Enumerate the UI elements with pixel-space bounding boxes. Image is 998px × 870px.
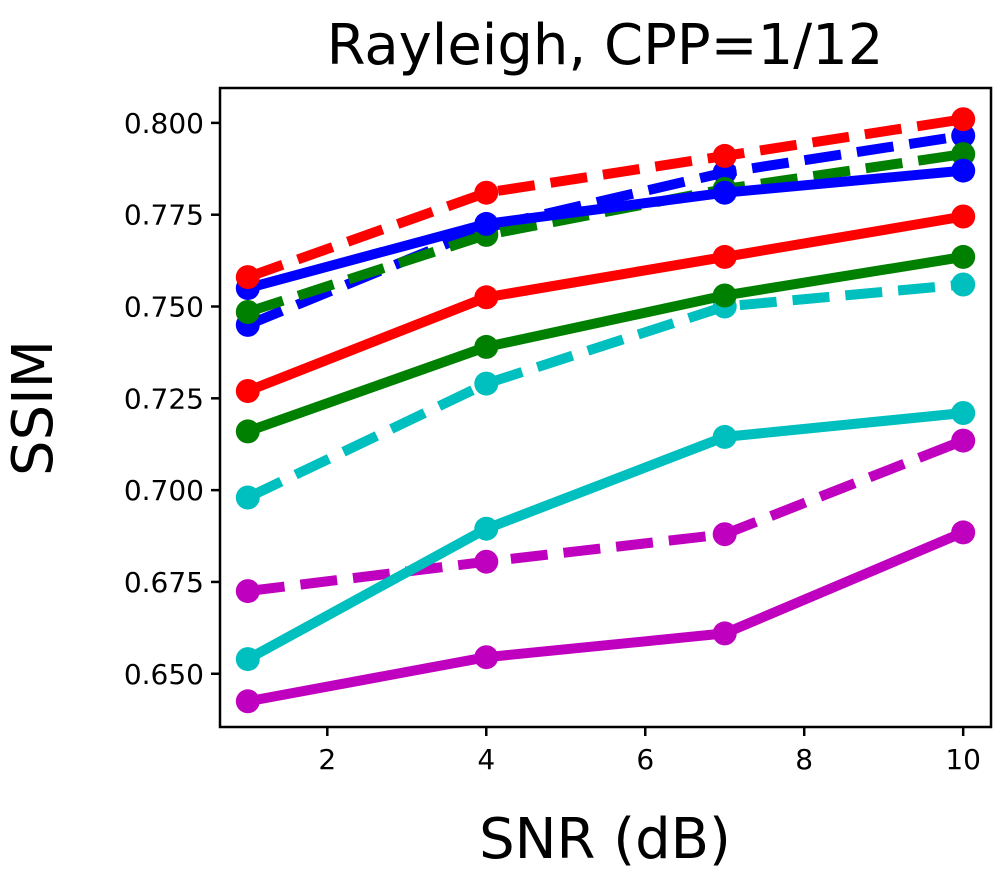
y-tick-label: 0.750 <box>124 291 204 324</box>
series-green-solid <box>235 244 976 444</box>
series-line-red-dashed <box>246 114 964 282</box>
series-magenta-dashed <box>235 428 976 604</box>
data-point-magenta-dashed-0 <box>235 579 260 604</box>
data-point-red-dashed-0 <box>235 265 260 290</box>
data-point-magenta-solid-1 <box>474 645 499 670</box>
x-tick-label: 10 <box>945 743 981 776</box>
data-point-red-solid-2 <box>712 244 737 269</box>
x-tick-label: 4 <box>477 743 495 776</box>
data-point-green-dashed-3 <box>951 142 976 167</box>
y-tick-label: 0.650 <box>124 658 204 691</box>
data-point-red-dashed-1 <box>474 180 499 205</box>
data-point-magenta-dashed-3 <box>951 428 976 453</box>
data-point-blue-dashed-3 <box>951 123 976 148</box>
data-point-cyan-solid-2 <box>712 424 737 449</box>
y-tick-label: 0.675 <box>124 566 204 599</box>
x-axis-label: SNR (dB) <box>479 807 731 870</box>
data-point-cyan-dashed-1 <box>474 371 499 396</box>
data-point-blue-dashed-2 <box>712 160 737 185</box>
x-tick-label: 2 <box>318 743 336 776</box>
y-axis-label: SSIM <box>1 340 66 476</box>
series-line-cyan-solid <box>245 408 964 664</box>
data-point-magenta-solid-0 <box>235 689 260 714</box>
data-point-green-solid-1 <box>474 334 499 359</box>
data-point-cyan-dashed-0 <box>235 485 260 510</box>
series-line-magenta-solid <box>246 527 966 707</box>
data-point-magenta-solid-2 <box>712 621 737 646</box>
data-point-blue-solid-1 <box>474 211 499 236</box>
axes-frame <box>218 86 993 729</box>
data-point-cyan-solid-0 <box>235 647 260 672</box>
data-point-red-solid-0 <box>235 379 260 403</box>
y-tick-label: 0.725 <box>124 382 204 415</box>
data-point-cyan-solid-1 <box>474 516 499 541</box>
series-line-red-solid <box>245 211 965 396</box>
data-point-cyan-solid-3 <box>951 401 976 425</box>
data-point-red-solid-3 <box>951 204 976 229</box>
series-red-solid <box>235 204 976 403</box>
series-line-magenta-dashed <box>247 435 966 597</box>
data-point-red-solid-1 <box>474 285 499 310</box>
data-point-green-solid-0 <box>235 419 260 444</box>
series-line-blue-solid <box>246 165 964 293</box>
tick-layer: 2 4 6 8 10 0.650 0.675 0.700 0.725 0.750 0.775 0.80… <box>124 107 981 776</box>
x-tick-label: 8 <box>795 743 813 776</box>
x-tick-label: 6 <box>636 743 654 776</box>
y-tick-label: 0.800 <box>124 107 204 140</box>
data-point-green-solid-2 <box>712 283 737 308</box>
series-red-dashed <box>235 107 976 290</box>
data-point-blue-solid-3 <box>951 158 976 183</box>
data-point-green-solid-3 <box>951 244 976 269</box>
plot-area <box>235 107 976 714</box>
data-point-magenta-dashed-1 <box>474 549 499 574</box>
data-point-green-dashed-0 <box>235 300 260 324</box>
y-tick-label: 0.700 <box>124 474 204 507</box>
data-point-magenta-dashed-2 <box>712 522 737 547</box>
chart-title: Rayleigh, CPP=1/12 <box>327 13 884 78</box>
data-point-red-dashed-3 <box>951 107 976 132</box>
series-line-cyan-dashed <box>245 279 964 503</box>
data-point-red-dashed-2 <box>712 143 737 168</box>
data-point-blue-solid-2 <box>712 180 737 205</box>
data-point-cyan-dashed-3 <box>951 272 976 297</box>
y-tick-label: 0.775 <box>124 199 204 232</box>
series-magenta-solid <box>235 520 976 714</box>
data-point-magenta-solid-3 <box>951 520 976 545</box>
series-line-green-solid <box>246 251 964 437</box>
series-cyan-solid <box>235 401 976 672</box>
